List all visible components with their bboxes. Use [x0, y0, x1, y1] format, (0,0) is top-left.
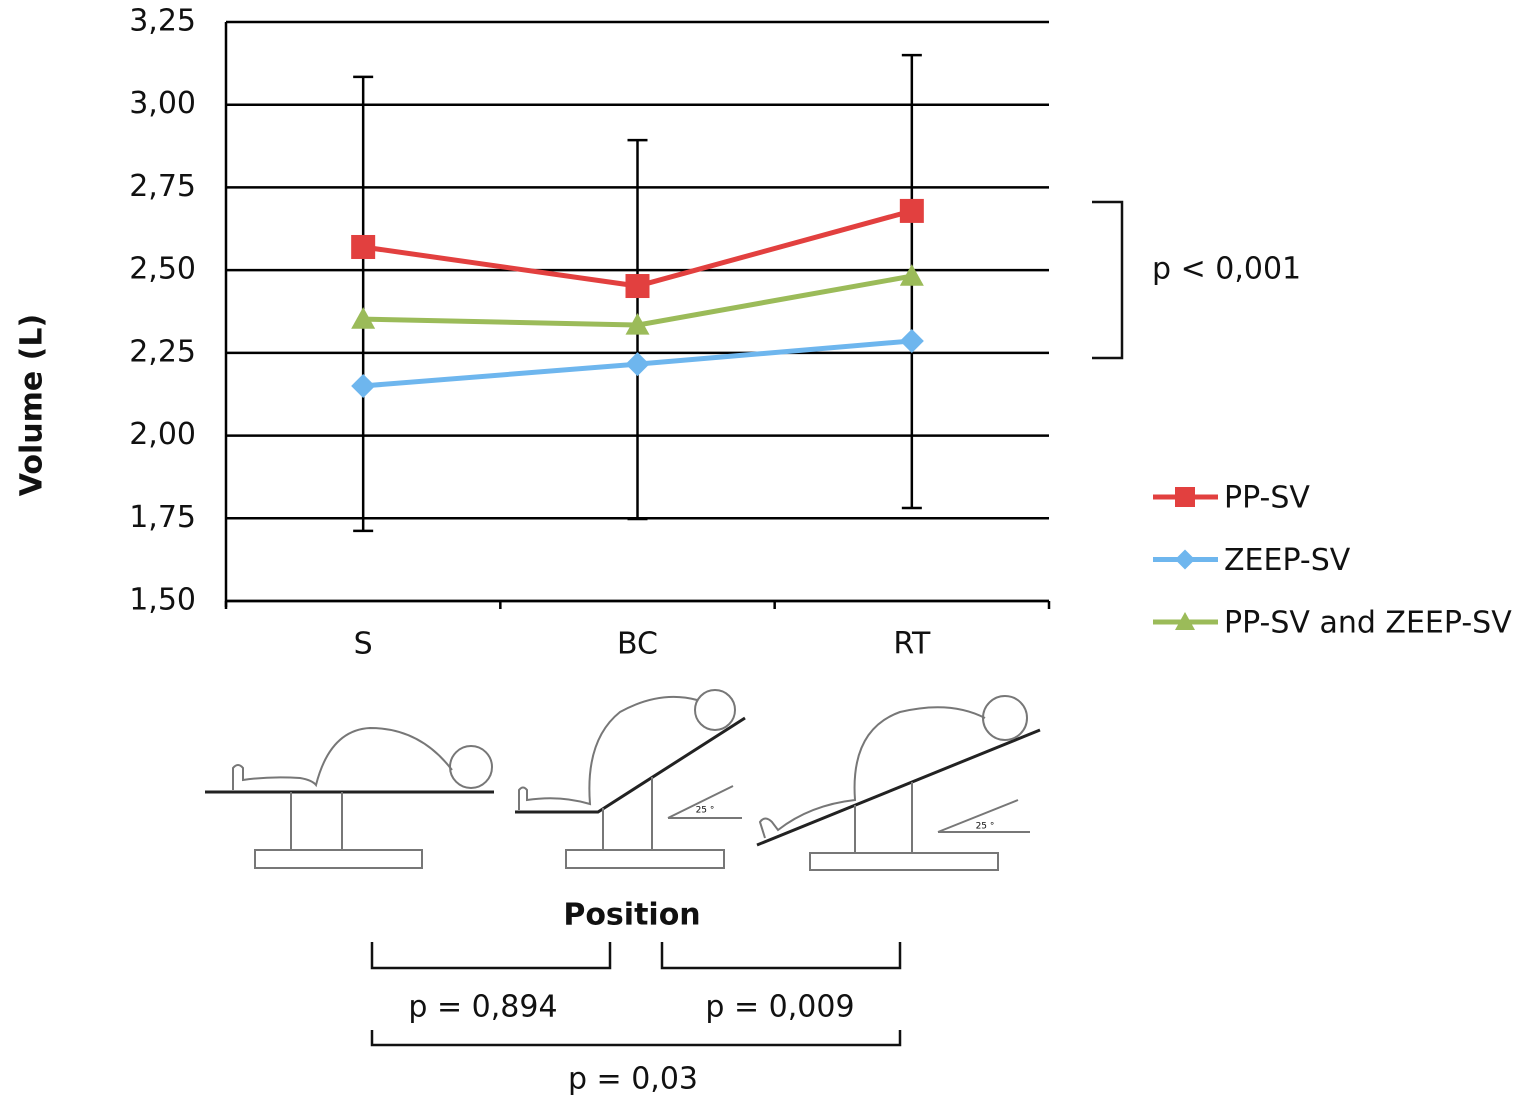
marker	[900, 329, 924, 353]
marker	[626, 274, 650, 298]
x-axis-label: Position	[563, 898, 700, 933]
x-tick-label: BC	[617, 627, 658, 662]
marker	[1175, 487, 1195, 507]
marker	[351, 235, 375, 259]
x-tick-label: S	[354, 627, 373, 662]
illustration-supine	[205, 728, 494, 868]
marker	[1175, 550, 1195, 570]
marker	[900, 264, 924, 286]
y-axis-label: Volume (L)	[15, 314, 50, 496]
annotation: p < 0,001	[1152, 252, 1301, 287]
marker	[900, 199, 924, 223]
bracket	[662, 942, 900, 968]
y-tick-label: 3,25	[129, 4, 196, 39]
legend-label: ZEEP-SV	[1224, 543, 1351, 578]
bracket	[372, 942, 610, 968]
annotation: p = 0,894	[408, 990, 557, 1025]
marker	[626, 352, 650, 376]
angle-label: 25 °	[696, 806, 715, 816]
y-tick-label: 2,25	[129, 334, 196, 369]
bracket	[372, 1030, 900, 1045]
y-tick-label: 3,00	[129, 86, 196, 121]
angle-label: 25 °	[976, 822, 995, 832]
error-bar	[353, 77, 373, 531]
marker	[351, 374, 375, 398]
illustration-beach-chair: 25 °	[515, 690, 745, 868]
legend-label: PP-SV and ZEEP-SV	[1224, 606, 1512, 641]
y-tick-label: 2,75	[129, 169, 196, 204]
annotation: p = 0,03	[568, 1062, 698, 1097]
y-tick-label: 2,50	[129, 252, 196, 287]
y-tick-label: 2,00	[129, 417, 196, 452]
bracket	[1092, 202, 1122, 358]
y-tick-label: 1,75	[129, 500, 196, 535]
x-tick-label: RT	[893, 627, 931, 662]
chart: Volume (L) Position p < 0,001 p = 0,894 …	[0, 0, 1533, 1099]
legend-label: PP-SV	[1224, 481, 1310, 516]
y-tick-label: 1,50	[129, 583, 196, 618]
illustration-reverse-trendelenburg: 25 °	[757, 696, 1040, 870]
annotation: p = 0,009	[705, 990, 854, 1025]
